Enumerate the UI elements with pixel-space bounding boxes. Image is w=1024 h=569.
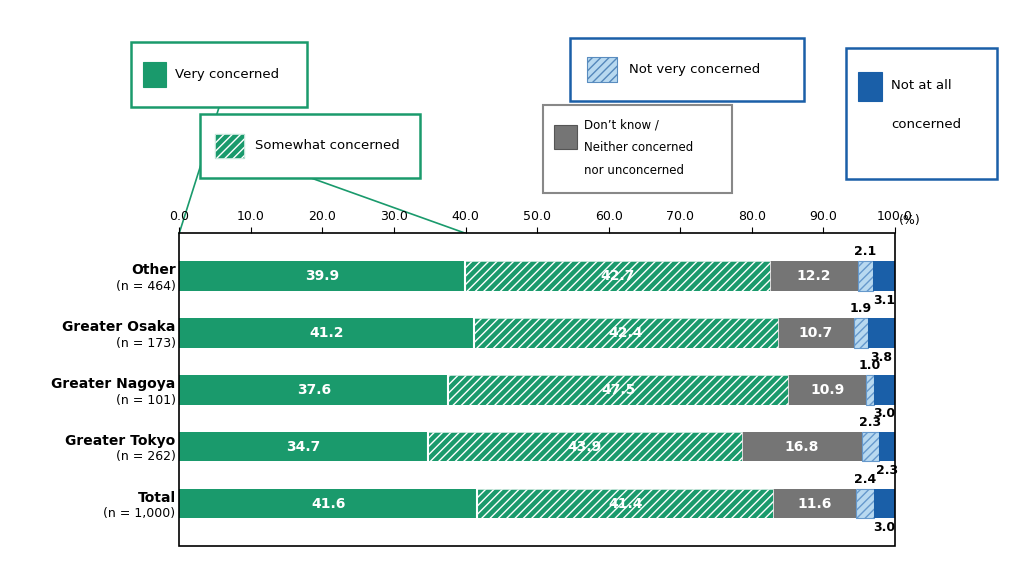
Text: 16.8: 16.8 <box>784 440 819 453</box>
Text: 3.0: 3.0 <box>873 407 895 420</box>
Text: (n = 1,000): (n = 1,000) <box>103 508 176 520</box>
Bar <box>143 62 166 86</box>
FancyBboxPatch shape <box>131 42 307 107</box>
Bar <box>179 432 428 461</box>
Bar <box>465 261 770 291</box>
Text: 2.3: 2.3 <box>876 464 898 477</box>
Bar <box>873 489 895 518</box>
Bar <box>587 57 617 81</box>
Bar <box>788 375 866 405</box>
Text: 12.2: 12.2 <box>797 269 831 283</box>
Text: (n = 101): (n = 101) <box>116 394 176 406</box>
Text: 42.4: 42.4 <box>608 326 643 340</box>
Bar <box>474 318 777 348</box>
Bar <box>449 375 788 405</box>
Bar <box>477 489 773 518</box>
FancyBboxPatch shape <box>570 38 804 101</box>
Bar <box>858 261 872 291</box>
Bar <box>866 375 873 405</box>
Text: Don’t know /: Don’t know / <box>585 118 659 131</box>
Bar <box>741 432 862 461</box>
Text: (n = 464): (n = 464) <box>116 280 176 292</box>
Bar <box>872 261 895 291</box>
Bar <box>867 318 895 348</box>
Text: 37.6: 37.6 <box>297 383 331 397</box>
Text: 11.6: 11.6 <box>798 497 833 510</box>
Text: 39.9: 39.9 <box>305 269 339 283</box>
Text: 3.8: 3.8 <box>870 351 892 364</box>
Text: 47.5: 47.5 <box>601 383 636 397</box>
Bar <box>215 134 244 158</box>
Bar <box>179 489 477 518</box>
Text: Greater Osaka: Greater Osaka <box>62 320 176 334</box>
Bar <box>449 375 788 405</box>
Bar <box>474 318 777 348</box>
Bar <box>879 432 895 461</box>
Bar <box>777 318 854 348</box>
Text: 41.6: 41.6 <box>311 497 345 510</box>
Text: 2.1: 2.1 <box>854 245 877 258</box>
Bar <box>554 125 577 149</box>
Bar <box>587 57 617 81</box>
Bar <box>862 432 879 461</box>
Text: nor unconcerned: nor unconcerned <box>585 164 684 177</box>
Text: Total: Total <box>137 491 176 505</box>
Text: 1.0: 1.0 <box>859 359 881 372</box>
Bar <box>873 375 895 405</box>
Bar <box>477 489 773 518</box>
Text: (n = 173): (n = 173) <box>116 337 176 349</box>
Text: 2.4: 2.4 <box>854 473 877 486</box>
Bar <box>854 318 867 348</box>
Bar <box>179 318 474 348</box>
Text: (%): (%) <box>899 214 921 227</box>
Text: Not very concerned: Not very concerned <box>629 63 760 76</box>
Bar <box>179 375 449 405</box>
Text: 42.7: 42.7 <box>600 269 635 283</box>
Text: 3.1: 3.1 <box>872 294 895 307</box>
FancyBboxPatch shape <box>543 105 732 193</box>
FancyBboxPatch shape <box>846 48 997 179</box>
Text: concerned: concerned <box>891 118 962 131</box>
Bar <box>428 432 741 461</box>
Text: 41.2: 41.2 <box>309 326 344 340</box>
Text: 10.9: 10.9 <box>810 383 845 397</box>
Text: 10.7: 10.7 <box>799 326 834 340</box>
Text: 41.4: 41.4 <box>608 497 642 510</box>
Bar <box>770 261 858 291</box>
Text: Other: Other <box>131 263 176 277</box>
Text: Neither concerned: Neither concerned <box>585 141 693 154</box>
Text: Not at all: Not at all <box>891 79 952 92</box>
Text: 34.7: 34.7 <box>287 440 321 453</box>
Bar <box>858 72 883 101</box>
FancyBboxPatch shape <box>200 114 420 178</box>
Text: Very concerned: Very concerned <box>175 68 280 81</box>
Bar <box>179 261 465 291</box>
Text: Greater Tokyo: Greater Tokyo <box>66 434 176 448</box>
Text: 43.9: 43.9 <box>567 440 602 453</box>
Text: Somewhat concerned: Somewhat concerned <box>255 139 399 152</box>
Text: (n = 262): (n = 262) <box>116 451 176 463</box>
Bar <box>428 432 741 461</box>
Text: 2.3: 2.3 <box>859 416 882 429</box>
Bar <box>856 489 873 518</box>
Text: 3.0: 3.0 <box>873 521 895 534</box>
Bar <box>465 261 770 291</box>
Text: 1.9: 1.9 <box>850 302 872 315</box>
Text: Greater Nagoya: Greater Nagoya <box>51 377 176 391</box>
Bar <box>773 489 856 518</box>
Bar <box>215 134 244 158</box>
